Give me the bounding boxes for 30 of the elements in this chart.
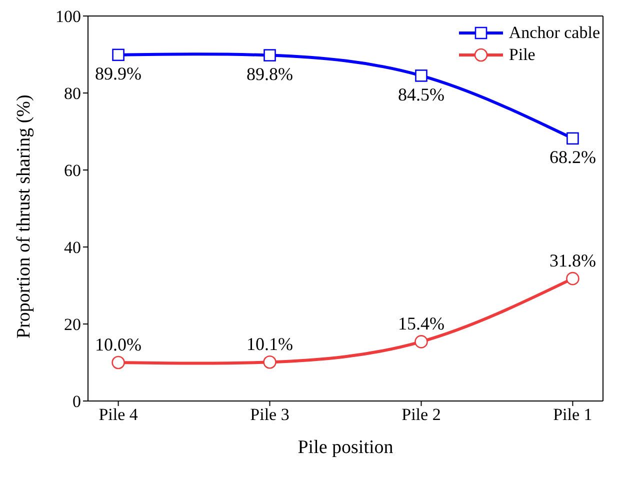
data-label: 89.9%	[95, 64, 142, 84]
point	[112, 48, 124, 62]
y-tick-label: 60	[64, 161, 81, 180]
point	[414, 335, 428, 348]
y-tick-label: 80	[64, 84, 81, 104]
y-tick-label: 20	[64, 315, 81, 334]
y-tick-label: 100	[56, 7, 81, 26]
y-tick-label: 0	[72, 392, 81, 412]
point	[566, 272, 580, 286]
x-tick-label: Pile 3	[250, 405, 290, 424]
legend-label: Pile	[508, 44, 536, 66]
data-label: 15.4%	[398, 314, 444, 334]
data-label: 10.0%	[95, 334, 142, 354]
x-tick-label: Pile 1	[553, 405, 592, 424]
point	[566, 132, 579, 145]
data-label: 31.8%	[549, 250, 596, 271]
data-label: 84.5%	[398, 84, 444, 104]
x-tick-label: Pile 2	[402, 405, 441, 424]
x-axis-title: Pile position	[298, 437, 394, 458]
point	[264, 49, 276, 62]
data-label: 10.1%	[246, 334, 294, 354]
y-tick-label: 40	[64, 238, 81, 258]
data-label: 68.2%	[549, 147, 596, 168]
x-tick-label: Pile 4	[98, 405, 138, 424]
point	[263, 355, 276, 369]
data-label: 89.8%	[246, 64, 294, 84]
y-axis-title: Proportion of thrust sharing (%)	[14, 94, 35, 338]
point	[112, 356, 125, 370]
point	[415, 70, 428, 82]
legend-label: Anchor cable	[508, 22, 600, 44]
